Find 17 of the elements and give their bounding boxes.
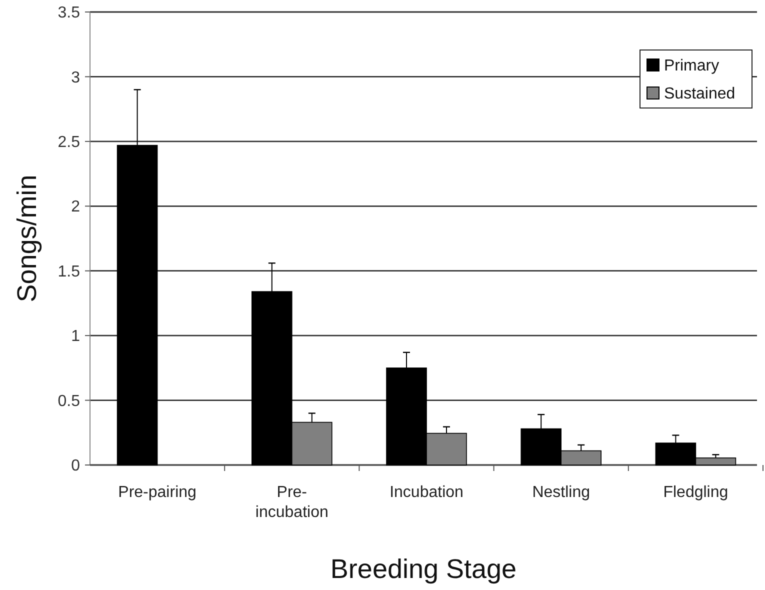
y-tick-label: 3 [71,69,80,86]
legend-label: Primary [664,58,720,75]
x-tick-label: Pre- incubation [255,484,328,521]
x-tick-label: Fledgling [663,484,728,501]
y-axis-title: Songs/min [12,174,42,302]
y-tick-label: 0 [71,458,80,475]
x-tick-label: Pre-pairing [118,484,196,501]
y-tick-label: 3.5 [58,4,80,22]
y-tick-label: 1.5 [58,263,80,280]
x-axis-title: Breeding Stage [330,554,517,584]
y-tick-label: 1 [71,328,80,346]
y-tick-label: 2 [71,198,80,216]
x-tick-label: Nestling [532,484,590,501]
legend-label: Sustained [664,86,736,103]
y-tick-label: 2.5 [58,134,80,152]
x-tick-label: Incubation [390,484,464,501]
y-tick-label: 0.5 [58,392,80,410]
